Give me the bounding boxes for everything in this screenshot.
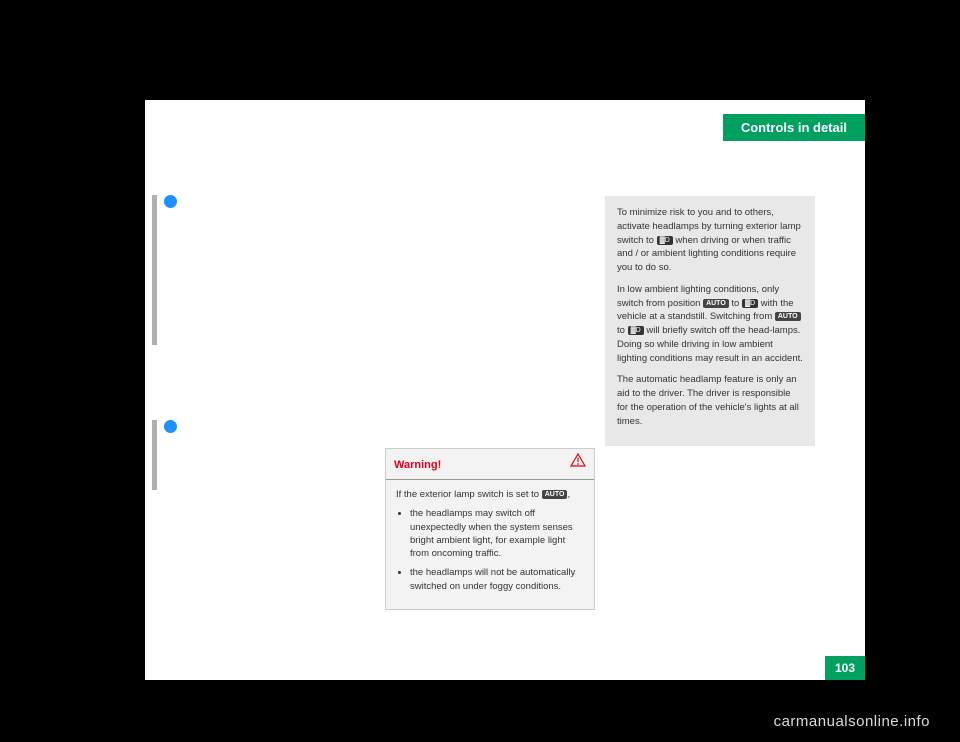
lamp-badge-icon: ▓D — [742, 299, 758, 308]
lamp-badge-icon: ▓D — [628, 326, 644, 335]
warning-intro-post: , — [567, 489, 570, 500]
warning-header: Warning! — [386, 449, 594, 480]
warning-box: Warning! If the exterior lamp switch is … — [385, 448, 595, 610]
margin-note-1 — [152, 195, 367, 345]
warning-triangle-icon — [570, 453, 586, 472]
section-header-tab: Controls in detail — [723, 114, 865, 141]
info-icon — [164, 195, 177, 208]
auto-badge-icon: AUTO — [542, 490, 568, 499]
gray-text: to — [617, 325, 628, 336]
gray-para-1: To minimize risk to you and to others, a… — [617, 206, 803, 275]
auto-badge-icon: AUTO — [703, 299, 729, 308]
warning-body: If the exterior lamp switch is set to AU… — [386, 480, 594, 609]
info-gray-box: To minimize risk to you and to others, a… — [605, 196, 815, 446]
warning-bullet: the headlamps may switch off unexpectedl… — [410, 507, 584, 560]
gray-text: will briefly switch off the head-lamps. … — [617, 325, 803, 364]
gray-text: to — [729, 298, 742, 309]
note-stripe — [152, 420, 157, 490]
note-stripe — [152, 195, 157, 345]
info-icon — [164, 420, 177, 433]
warning-intro-pre: If the exterior lamp switch is set to — [396, 489, 542, 500]
auto-badge-icon: AUTO — [775, 312, 801, 321]
canvas: Controls in detail Warning! — [0, 0, 960, 742]
gray-para-2: In low ambient lighting conditions, only… — [617, 283, 803, 366]
gray-para-3: The automatic headlamp feature is only a… — [617, 373, 803, 428]
manual-page: Controls in detail Warning! — [145, 100, 865, 680]
page-number-tab: 103 — [825, 656, 865, 680]
margin-note-2 — [152, 420, 367, 490]
warning-title: Warning! — [394, 459, 441, 471]
warning-bullet: the headlamps will not be automatically … — [410, 566, 584, 593]
watermark-text: carmanualsonline.info — [774, 713, 930, 730]
warning-list: the headlamps may switch off unexpectedl… — [396, 507, 584, 593]
lamp-badge-icon: ▓D — [657, 236, 673, 245]
